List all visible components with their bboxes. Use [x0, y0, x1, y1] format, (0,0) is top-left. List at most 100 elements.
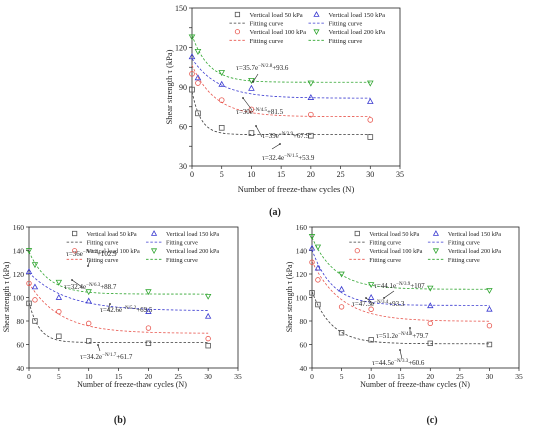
data-point	[145, 340, 152, 347]
data-point	[248, 77, 255, 85]
data-point	[195, 80, 201, 86]
chart-panel-3: 0 5 10 15 20 25 30 35 40 60 80 100 120 140 160 Number o…	[285, 223, 523, 426]
y-tick-label: 120	[175, 44, 187, 53]
legend-label: Vertical load 200 kPa	[166, 248, 219, 255]
data-point	[25, 268, 33, 275]
equation-arrow-head	[365, 297, 367, 299]
legend-label: Fitting curve	[448, 240, 480, 247]
legend-marker	[432, 248, 440, 255]
fitting-curve-3	[28, 272, 209, 311]
legend-marker	[234, 29, 241, 35]
data-point	[307, 93, 315, 100]
y-tick-label: 60	[17, 341, 25, 350]
fitting-curve-4	[311, 237, 490, 290]
legend-marker	[72, 248, 78, 254]
legend-label: Vertical load 150 kPa	[328, 12, 385, 19]
data-point	[205, 335, 211, 342]
legend-label: Vertical load 200 kPa	[328, 29, 385, 36]
y-tick-label: 140	[296, 247, 308, 256]
data-point	[31, 262, 39, 269]
equation-arrow-head	[97, 344, 99, 346]
data-point	[32, 297, 38, 303]
equation-arrow-head	[255, 125, 257, 127]
data-point	[367, 294, 375, 300]
data-point	[366, 97, 374, 104]
legend-label: Vertical load 50 kPa	[249, 12, 302, 19]
fit-equation: τ=30e−N/4.5+81.5	[236, 108, 284, 116]
equation-arrow	[97, 344, 101, 352]
legend-label: Fitting curve	[249, 38, 283, 45]
x-tick-label: 10	[367, 372, 375, 381]
data-point	[85, 297, 92, 304]
data-point	[86, 338, 92, 344]
data-point	[308, 244, 316, 251]
data-point	[427, 285, 434, 292]
legend-label: Fitting curve	[328, 38, 362, 45]
equation-arrow	[255, 125, 263, 138]
x-tick-label: 30	[366, 170, 374, 179]
panel-caption: (b)	[114, 415, 126, 426]
data-point	[314, 244, 322, 251]
equation-arrow-head	[399, 349, 401, 351]
y-axis-title: Shear strength τ (kPa)	[285, 261, 294, 332]
equation-arrow	[242, 97, 253, 111]
chart-panel-1: 0 5 10 15 20 25 30 35 30 60 90 120 150 Number of free…	[164, 4, 404, 218]
equation-arrow-head	[109, 303, 111, 305]
y-tick-label: 80	[17, 317, 25, 326]
legend-marker	[354, 230, 360, 237]
x-tick-label: 15	[277, 170, 285, 179]
data-point	[188, 53, 196, 60]
x-axis-title: Number of freeze-thaw cycles (N)	[360, 380, 470, 389]
legend-label: Fitting curve	[166, 257, 198, 264]
equation-arrow	[87, 259, 91, 267]
x-tick-label: 0	[27, 372, 31, 381]
x-tick-label: 20	[307, 170, 315, 179]
data-point	[338, 330, 345, 336]
y-tick-label: 160	[296, 223, 308, 232]
data-point	[307, 80, 315, 87]
legend-label: Vertical load 50 kPa	[369, 231, 419, 238]
data-point	[218, 125, 225, 131]
data-point	[218, 70, 226, 77]
data-point	[218, 80, 226, 87]
legend-label: Vertical load 100 kPa	[87, 248, 140, 255]
legend-label: Fitting curve	[369, 257, 401, 264]
x-tick-label: 5	[340, 372, 344, 381]
legend-marker	[432, 230, 440, 236]
fit-equation: τ=44.5e−N/3.3+60.6	[372, 359, 425, 367]
data-point	[26, 300, 32, 307]
data-point	[189, 86, 195, 93]
equation-arrow	[71, 279, 83, 288]
data-point	[308, 234, 316, 240]
data-point	[315, 277, 321, 283]
y-tick-label: 160	[13, 223, 25, 232]
x-tick-label: 5	[57, 372, 61, 381]
equation-arrow	[399, 349, 403, 360]
fit-equation: τ=51.2e−N/4.9+79.7	[376, 332, 429, 340]
data-point	[31, 283, 39, 290]
chart-panel-2: 0 5 10 15 20 25 30 35 40 60 80 100 120 140 160 Number o…	[2, 223, 242, 426]
legend-label: Fitting curve	[328, 21, 362, 28]
y-tick-label: 100	[13, 294, 25, 303]
data-point	[32, 318, 38, 324]
data-point	[248, 106, 255, 113]
fitting-curve-3	[311, 249, 490, 306]
x-tick-label: 0	[310, 372, 314, 381]
fit-equation: τ=35.7e−N/2.8+93.6	[236, 64, 289, 72]
y-tick-label: 120	[296, 270, 308, 279]
legend-label: Fitting curve	[249, 21, 283, 28]
x-tick-label: 35	[396, 170, 404, 179]
data-point	[308, 132, 314, 139]
data-point	[338, 271, 345, 278]
data-point	[367, 134, 374, 140]
data-point	[486, 288, 493, 294]
data-point	[85, 289, 92, 296]
data-point	[338, 304, 345, 310]
data-point	[145, 308, 152, 314]
data-point	[368, 306, 374, 312]
x-tick-label: 15	[397, 372, 405, 381]
legend-label: Vertical load 200 kPa	[448, 248, 501, 255]
legend-label: Fitting curve	[369, 240, 401, 247]
fitting-curve-1	[191, 91, 371, 135]
